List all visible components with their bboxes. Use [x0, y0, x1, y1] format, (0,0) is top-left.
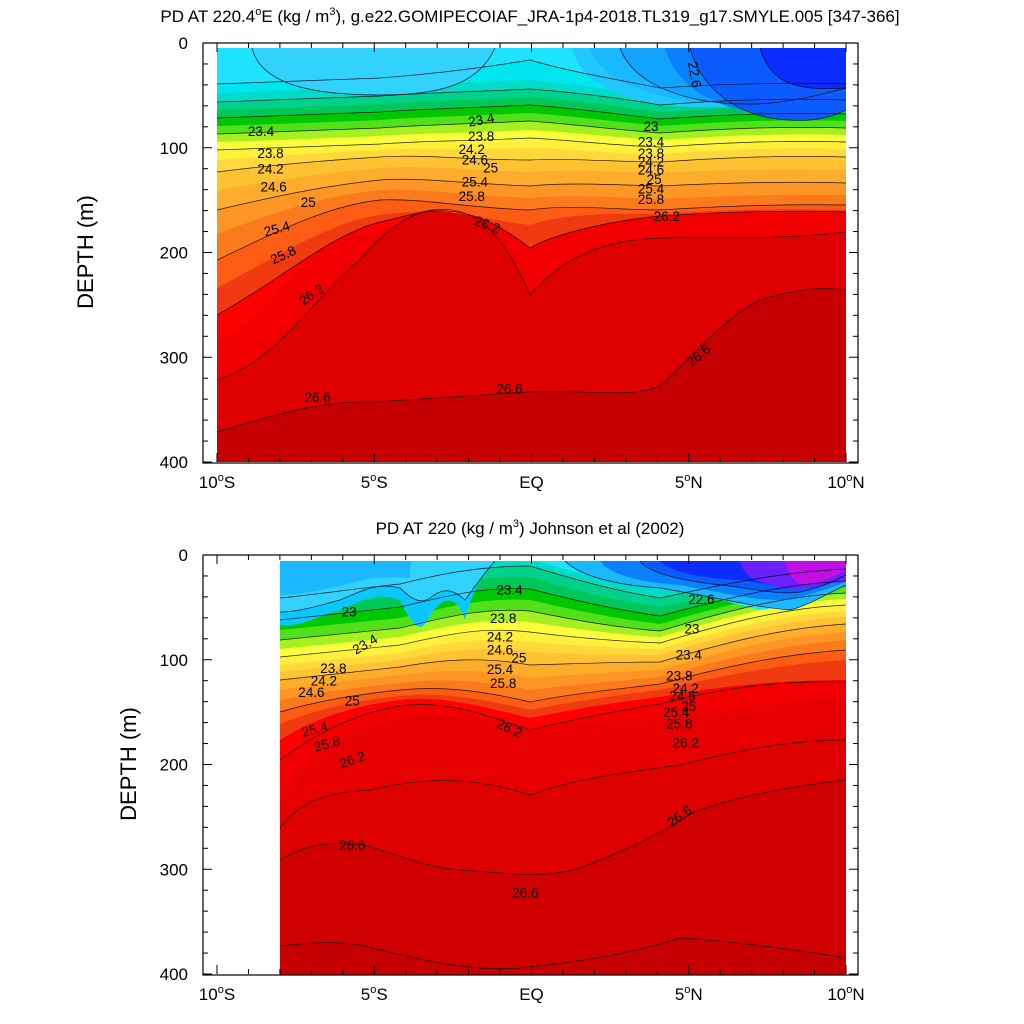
- contour-label: 24.2: [311, 674, 337, 689]
- contour-label: 25.4: [487, 662, 514, 677]
- y-tick-label: 100: [160, 651, 188, 670]
- contour-label: 26.6: [339, 838, 365, 853]
- contour-label: 26.2: [672, 736, 698, 751]
- contour-label: 25: [483, 161, 498, 176]
- contour-label: 25.4: [300, 719, 330, 740]
- contour-label: 25.4: [262, 218, 292, 239]
- contour-label: 25: [647, 172, 662, 187]
- y-tick-label: 0: [179, 546, 188, 565]
- y-tick-label: 400: [160, 453, 188, 472]
- contour-label: 25.8: [666, 717, 692, 732]
- contour-label: 23.4: [496, 583, 523, 598]
- y-axis-labels: 0 100 200 300 400: [160, 546, 188, 984]
- contour-label: 23.8: [638, 146, 664, 161]
- x-tick-label: EQ: [519, 473, 544, 492]
- y-tick-label: 300: [160, 348, 188, 367]
- contour-label: 25.8: [313, 733, 342, 754]
- y-tick-label: 100: [160, 139, 188, 158]
- y-axis-title: DEPTH (m): [116, 707, 141, 821]
- panel-title: PD AT 220.4oE (kg / m3), g.e22.GOMIPECOI…: [160, 6, 899, 26]
- contour-label: 23.4: [676, 648, 703, 663]
- x-tick-label: 10oS: [199, 472, 235, 492]
- y-axis-title: DEPTH (m): [73, 195, 98, 309]
- contour-label: 25: [301, 195, 316, 210]
- contour-label: 24.2: [672, 681, 698, 696]
- y-tick-label: 300: [160, 860, 188, 879]
- x-tick-label: 5oN: [675, 472, 703, 492]
- contour-label: 26.6: [512, 885, 538, 900]
- contour-label: 24.6: [298, 685, 324, 700]
- contour-label: 25: [511, 651, 526, 666]
- contour-labels: 22.623.423.824.224.62525.425.826.226.623…: [248, 60, 714, 405]
- x-axis-labels: 10oS 5oS EQ 5oN 10oN: [199, 472, 865, 492]
- contour-label: 24.6: [638, 163, 664, 178]
- contour-label: 25.4: [638, 182, 665, 197]
- contour-label: 24.2: [459, 142, 485, 157]
- density-field: [217, 48, 846, 462]
- axis-ticks: [203, 554, 858, 975]
- panel-model: PD AT 220.4oE (kg / m3), g.e22.GOMIPECOI…: [73, 6, 900, 492]
- contour-label: 24.6: [260, 180, 286, 195]
- x-tick-label: 10oN: [827, 472, 864, 492]
- contour-label: 23.8: [490, 611, 516, 626]
- x-axis-labels: 10oS 5oS EQ 5oN 10oN: [199, 984, 865, 1004]
- contour-label: 24.6: [462, 152, 488, 167]
- panel-observations: PD AT 220 (kg / m3) Johnson et al (2002): [116, 518, 865, 1004]
- contour-label: 25.8: [459, 189, 485, 204]
- contour-label: 23: [342, 605, 357, 620]
- contour-label: 23: [684, 621, 699, 636]
- x-tick-label: 5oN: [675, 984, 703, 1004]
- y-tick-label: 0: [179, 34, 188, 53]
- contour-label: 25: [681, 699, 696, 714]
- x-tick-label: 5oS: [361, 984, 388, 1004]
- contour-label: 22.6: [688, 592, 714, 607]
- axis-ticks: [203, 42, 858, 463]
- y-tick-label: 200: [160, 244, 188, 263]
- contour-label: 24.2: [638, 154, 664, 169]
- contour-label: 24.2: [487, 630, 513, 645]
- contour-label: 23.4: [248, 124, 275, 139]
- x-tick-label: 10oS: [199, 984, 235, 1004]
- x-tick-label: 5oS: [361, 472, 388, 492]
- contour-label: 24.6: [487, 642, 513, 657]
- density-field: [280, 561, 846, 975]
- y-tick-label: 400: [160, 965, 188, 984]
- contour-label: 23: [643, 119, 658, 134]
- contour-label: 25.4: [663, 705, 690, 720]
- panel-title: PD AT 220 (kg / m3) Johnson et al (2002): [376, 518, 685, 538]
- contour-label: 25.8: [490, 676, 516, 691]
- y-tick-label: 200: [160, 756, 188, 775]
- y-axis-labels: 0 100 200 300 400: [160, 34, 188, 472]
- contour-label: 26.2: [654, 209, 680, 224]
- x-tick-label: 10oN: [827, 984, 864, 1004]
- contour-label: 23.8: [468, 129, 494, 144]
- contour-label: 25.4: [462, 174, 489, 189]
- contour-label: 24.2: [257, 162, 283, 177]
- contour-label: 22.6: [685, 60, 704, 88]
- contour-label: 23.8: [320, 661, 346, 676]
- contour-label: 24.6: [669, 688, 695, 703]
- x-tick-label: EQ: [519, 985, 544, 1004]
- contour-label: 23.4: [467, 110, 496, 129]
- contour-label: 25: [345, 694, 360, 709]
- contour-label: 23.8: [257, 146, 283, 161]
- contour-label: 23.8: [666, 668, 692, 683]
- contour-label: 26.6: [496, 382, 522, 397]
- contour-label: 26.6: [304, 390, 330, 405]
- contour-label: 23.4: [638, 134, 665, 149]
- contour-label: 25.8: [638, 192, 664, 207]
